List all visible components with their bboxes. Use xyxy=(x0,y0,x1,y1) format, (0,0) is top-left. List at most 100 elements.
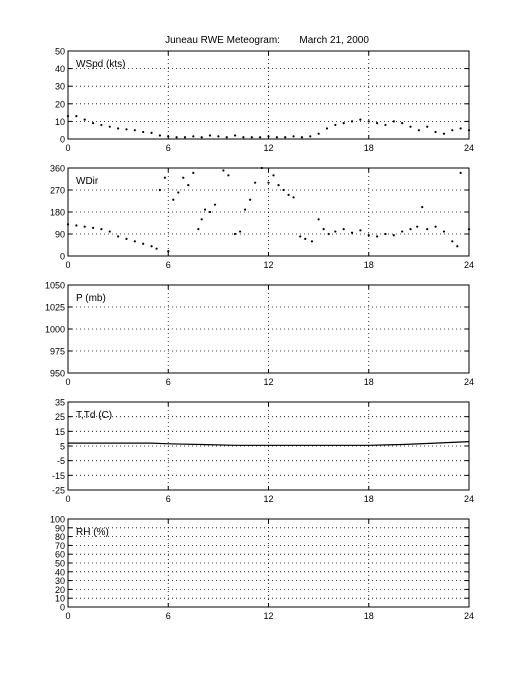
data-point xyxy=(91,226,95,229)
data-point xyxy=(175,136,178,139)
panel-label: WDir xyxy=(76,176,99,187)
data-point xyxy=(451,240,454,243)
data-point xyxy=(75,224,78,227)
data-point xyxy=(192,135,195,138)
data-point xyxy=(213,203,217,206)
data-point xyxy=(401,122,404,125)
x-tick-label: 24 xyxy=(464,494,474,504)
data-point xyxy=(325,127,329,130)
x-tick-label: 12 xyxy=(263,143,273,153)
data-point xyxy=(158,188,161,192)
x-tick-label: 6 xyxy=(166,611,171,621)
y-tick-label: 40 xyxy=(55,567,65,577)
data-point xyxy=(150,131,153,134)
y-tick-label: 360 xyxy=(50,164,65,174)
data-point xyxy=(222,169,225,172)
y-tick-label: 35 xyxy=(55,398,65,408)
data-point xyxy=(133,129,136,132)
data-point xyxy=(434,130,437,134)
y-tick-label: 0 xyxy=(60,135,65,145)
data-point xyxy=(392,234,395,237)
data-point xyxy=(163,176,167,179)
x-tick-label: 18 xyxy=(364,260,374,270)
data-point xyxy=(200,136,203,139)
y-tick-label: 180 xyxy=(50,208,65,218)
panel-label: P (mb) xyxy=(76,293,106,304)
data-point xyxy=(217,135,220,138)
data-point xyxy=(409,125,412,128)
data-point xyxy=(75,115,78,118)
x-tick-label: 0 xyxy=(65,494,70,504)
data-point xyxy=(442,132,446,135)
data-point xyxy=(259,136,262,139)
data-point xyxy=(244,208,247,211)
x-tick-label: 24 xyxy=(464,143,474,153)
data-point xyxy=(167,135,170,138)
plot-frame xyxy=(67,518,470,608)
y-tick-label: 0 xyxy=(60,603,65,613)
y-tick-label: 70 xyxy=(55,541,65,551)
data-point xyxy=(392,120,395,123)
y-tick-label: 20 xyxy=(55,585,65,595)
data-point xyxy=(208,134,212,137)
x-tick-label: 0 xyxy=(65,143,70,153)
data-point xyxy=(83,118,86,121)
x-tick-label: 18 xyxy=(364,494,374,504)
data-point xyxy=(367,234,370,237)
x-tick-label: 12 xyxy=(263,611,273,621)
y-tick-label: 30 xyxy=(55,82,65,92)
x-tick-label: 18 xyxy=(364,143,374,153)
data-point xyxy=(267,135,270,138)
data-point xyxy=(117,127,120,130)
x-tick-label: 12 xyxy=(263,494,273,504)
data-point xyxy=(125,237,128,240)
data-point xyxy=(426,228,429,231)
data-point xyxy=(183,136,187,139)
data-point xyxy=(254,181,257,184)
panel-1: 0 10 20 30 40 50 0 6 12 18 24 WSpd (kts) xyxy=(55,47,474,154)
data-point xyxy=(158,134,161,137)
data-point xyxy=(182,176,185,179)
data-point xyxy=(100,123,103,127)
y-tick-label: 975 xyxy=(50,347,65,357)
y-tick-label: 90 xyxy=(55,523,65,533)
data-point xyxy=(133,240,136,243)
y-tick-label: 25 xyxy=(55,412,65,422)
y-tick-label: 40 xyxy=(55,64,65,74)
data-point xyxy=(275,136,278,139)
data-point xyxy=(282,188,285,192)
data-point xyxy=(225,136,228,139)
data-point xyxy=(250,136,253,139)
y-tick-label: 270 xyxy=(50,186,65,196)
data-point xyxy=(233,232,237,236)
data-point xyxy=(342,122,345,125)
x-tick-label: 0 xyxy=(65,377,70,387)
data-point xyxy=(350,120,354,123)
panel-3: 950 975 1000 1025 1050 0 6 12 18 24 P (mb) xyxy=(45,281,474,388)
y-tick-label: 15 xyxy=(55,427,65,437)
y-tick-label: 1050 xyxy=(45,281,65,291)
x-tick-label: 6 xyxy=(166,260,171,270)
data-point xyxy=(456,245,459,248)
data-point xyxy=(317,218,320,221)
data-point xyxy=(421,206,424,209)
y-tick-label: 80 xyxy=(55,532,65,542)
data-point xyxy=(227,174,230,177)
data-point xyxy=(284,136,287,139)
data-point xyxy=(272,174,275,177)
data-point xyxy=(117,235,120,238)
data-point xyxy=(200,218,203,221)
data-point xyxy=(376,235,379,238)
y-tick-label: -25 xyxy=(52,486,65,496)
x-tick-label: 12 xyxy=(263,260,273,270)
data-point xyxy=(167,250,170,253)
x-tick-label: 0 xyxy=(65,260,70,270)
data-point xyxy=(150,245,153,248)
data-point xyxy=(367,120,370,123)
x-tick-label: 18 xyxy=(364,377,374,387)
data-point xyxy=(426,125,429,128)
data-point xyxy=(376,122,379,125)
